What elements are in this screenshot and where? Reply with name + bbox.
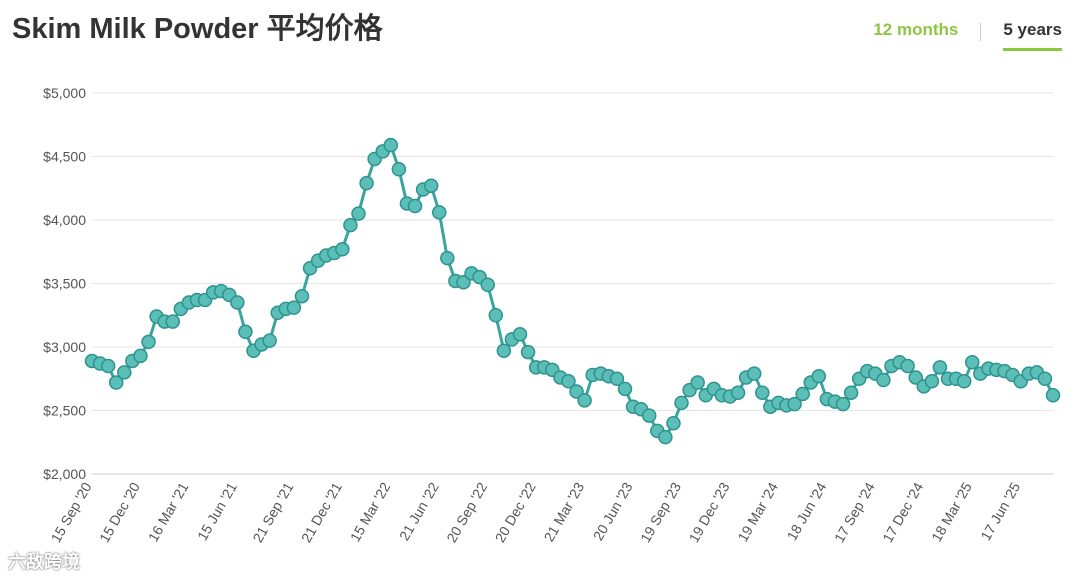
page-title: Skim Milk Powder 平均价格 (12, 13, 383, 45)
data-point[interactable] (456, 274, 471, 290)
x-axis-ticks: 15 Sep '20 15 Dec '20 16 Mar '21 15 Jun '21… (47, 479, 1023, 545)
data-point[interactable] (262, 333, 277, 348)
x-tick-label: 15 Sep '20 (47, 479, 94, 545)
y-tick-label: $2,500 (43, 403, 86, 419)
data-point[interactable] (1045, 388, 1061, 403)
data-point[interactable] (440, 250, 455, 266)
data-point[interactable] (755, 385, 770, 400)
x-tick-label: 20 Jun '23 (590, 479, 636, 543)
data-point[interactable] (609, 371, 625, 386)
x-tick-label: 17 Jun '25 (977, 479, 1023, 543)
data-point[interactable] (286, 300, 302, 315)
data-point[interactable] (561, 374, 576, 389)
x-tick-label: 15 Jun '21 (194, 479, 240, 543)
data-point[interactable] (746, 366, 762, 381)
tab-12-months[interactable]: 12 months (873, 20, 959, 39)
x-tick-label: 17 Dec '24 (879, 479, 926, 545)
data-point[interactable] (658, 429, 673, 445)
data-point[interactable] (787, 396, 802, 412)
data-point[interactable] (835, 396, 851, 412)
x-tick-label: 15 Mar '22 (347, 479, 394, 544)
data-point[interactable] (359, 175, 374, 191)
x-tick-label: 21 Dec '21 (298, 479, 345, 545)
data-point[interactable] (577, 393, 592, 408)
x-tick-label: 21 Sep '21 (249, 479, 296, 545)
data-point[interactable] (843, 385, 859, 400)
data-point[interactable] (423, 178, 439, 193)
data-point[interactable] (674, 395, 689, 411)
data-point[interactable] (100, 358, 116, 374)
y-tick-label: $5,000 (43, 85, 86, 101)
data-point[interactable] (512, 327, 528, 342)
data-point[interactable] (343, 217, 358, 233)
data-point[interactable] (391, 161, 407, 177)
x-tick-label: 19 Sep '23 (637, 479, 684, 545)
x-tick-label: 21 Jun '22 (396, 479, 442, 543)
x-tick-label: 18 Jun '24 (784, 479, 830, 543)
data-point[interactable] (900, 358, 915, 374)
data-point[interactable] (520, 344, 536, 360)
data-point[interactable] (488, 308, 504, 323)
x-tick-label: 18 Mar '25 (928, 479, 975, 544)
data-point[interactable] (108, 375, 124, 390)
data-point[interactable] (1037, 371, 1053, 386)
data-point[interactable] (165, 314, 181, 329)
data-point[interactable] (690, 375, 705, 390)
data-point[interactable] (730, 385, 746, 400)
data-point[interactable] (569, 384, 584, 399)
data-point[interactable] (383, 137, 399, 153)
y-tick-label: $4,000 (43, 212, 86, 228)
x-tick-label: 15 Dec '20 (96, 479, 143, 545)
tab-divider (980, 23, 982, 41)
x-tick-label: 17 Sep '24 (831, 479, 878, 545)
y-tick-label: $3,000 (43, 339, 86, 355)
data-point[interactable] (351, 206, 366, 221)
x-tick-label: 19 Mar '24 (734, 479, 781, 544)
y-tick-label: $2,000 (43, 466, 86, 482)
y-tick-label: $4,500 (43, 149, 86, 165)
y-tick-label: $3,500 (43, 276, 86, 292)
data-point[interactable] (294, 288, 310, 304)
tab-5-years[interactable]: 5 years (1003, 18, 1062, 51)
data-point[interactable] (496, 343, 512, 359)
range-tabs: 12 months 5 years (873, 18, 1062, 51)
data-point[interactable] (617, 381, 633, 397)
x-tick-label: 20 Dec '22 (492, 479, 539, 545)
watermark-text: 六敌跨境 (8, 552, 80, 572)
x-tick-label: 21 Mar '23 (540, 479, 587, 544)
data-point[interactable] (335, 241, 350, 257)
data-point[interactable] (924, 374, 940, 389)
grid-layer (92, 92, 1054, 475)
data-point[interactable] (956, 374, 972, 389)
data-point[interactable] (811, 368, 827, 384)
x-tick-label: 19 Dec '23 (685, 479, 732, 545)
data-point[interactable] (908, 370, 923, 385)
data-point[interactable] (795, 386, 810, 402)
data-point[interactable] (666, 415, 681, 431)
data-point[interactable] (238, 324, 253, 340)
data-point[interactable] (117, 365, 132, 380)
data-point[interactable] (964, 354, 980, 370)
x-tick-label: 16 Mar '21 (145, 479, 192, 544)
data-point[interactable] (432, 205, 447, 220)
y-axis-ticks: $2,000 $2,500 $3,000 $3,500 $4,000 $4,500 $5,0… (43, 85, 86, 482)
data-point[interactable] (641, 408, 657, 423)
data-point[interactable] (141, 334, 156, 350)
x-tick-label: 20 Sep '22 (443, 479, 490, 545)
data-point[interactable] (480, 277, 495, 293)
data-point[interactable] (876, 372, 891, 388)
data-point[interactable] (932, 360, 948, 375)
data-point[interactable] (407, 198, 423, 214)
data-point[interactable] (133, 348, 148, 364)
data-point[interactable] (230, 295, 245, 310)
series-layer (84, 137, 1061, 445)
